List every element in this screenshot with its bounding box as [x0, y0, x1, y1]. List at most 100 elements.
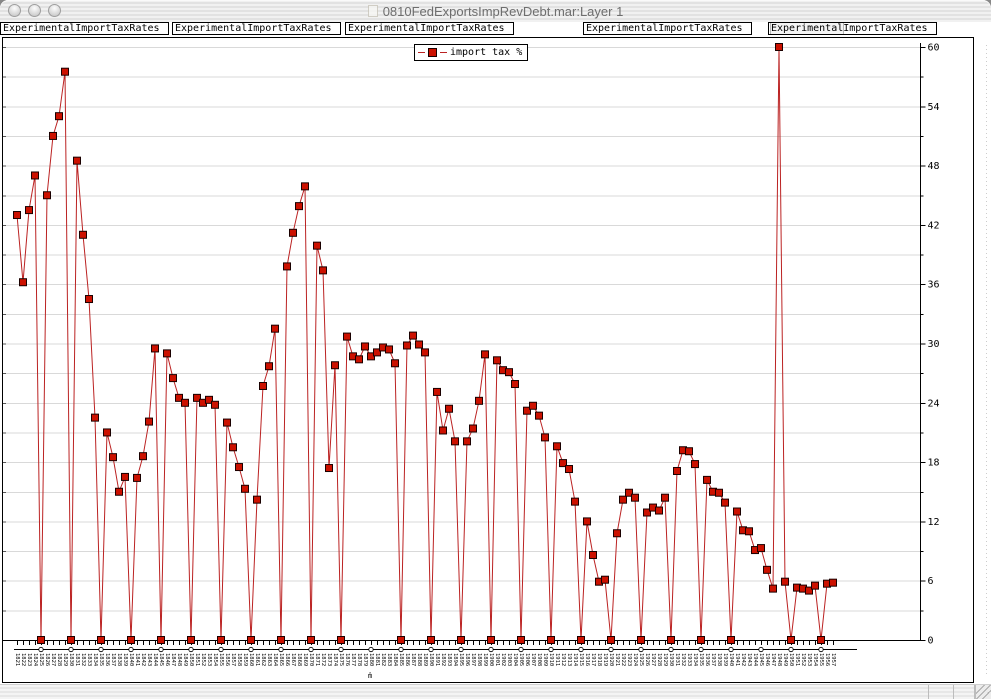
scrollbar-segment[interactable] [953, 685, 975, 699]
svg-text:1827: 1827 [50, 653, 56, 666]
svg-text:1824: 1824 [32, 653, 38, 667]
svg-text:1847: 1847 [170, 653, 176, 666]
chart-legend: import tax % [414, 44, 529, 61]
svg-text:60: 60 [928, 43, 940, 54]
svg-text:1905: 1905 [518, 653, 524, 666]
svg-text:1904: 1904 [512, 653, 518, 667]
svg-text:0: 0 [928, 636, 934, 647]
svg-text:1876: 1876 [344, 653, 350, 666]
svg-text:1874: 1874 [332, 653, 338, 667]
svg-text:1924: 1924 [632, 653, 638, 667]
svg-text:1944: 1944 [752, 653, 758, 667]
legend-line-icon [440, 52, 447, 53]
svg-text:1886: 1886 [404, 653, 410, 666]
svg-text:1888: 1888 [416, 653, 422, 666]
svg-text:1881: 1881 [374, 653, 380, 666]
svg-text:1895: 1895 [458, 653, 464, 666]
svg-text:1857: 1857 [230, 653, 236, 666]
tab-experimental-import-tax-rates-4[interactable]: ExperimentalImportTaxRates [583, 22, 752, 35]
document-icon [367, 5, 378, 17]
tab-bar: ExperimentalImportTaxRates ExperimentalI… [0, 22, 991, 36]
svg-text:1950: 1950 [788, 653, 794, 666]
svg-text:1822: 1822 [20, 653, 26, 666]
legend-label: import tax % [450, 47, 523, 58]
svg-text:12: 12 [928, 517, 940, 528]
zoom-button-icon[interactable] [48, 4, 61, 17]
svg-text:1923: 1923 [626, 653, 632, 666]
svg-text:1864: 1864 [272, 653, 278, 667]
svg-text:1868: 1868 [296, 653, 302, 666]
svg-text:1943: 1943 [746, 653, 752, 666]
svg-text:1845: 1845 [158, 653, 164, 666]
svg-text:1929: 1929 [662, 653, 668, 666]
svg-text:1855: 1855 [218, 653, 224, 666]
svg-text:1848: 1848 [176, 653, 182, 666]
svg-text:1872: 1872 [320, 653, 326, 666]
svg-text:1852: 1852 [200, 653, 206, 666]
svg-text:1952: 1952 [800, 653, 806, 666]
svg-text:1860: 1860 [248, 653, 254, 666]
svg-text:1892: 1892 [440, 653, 446, 666]
svg-text:1893: 1893 [446, 653, 452, 666]
tab-label-rest: ImportTaxRates [843, 23, 928, 34]
legend-line-icon [418, 52, 425, 53]
svg-text:1858: 1858 [236, 653, 242, 666]
svg-text:42: 42 [928, 220, 940, 231]
svg-text:1832: 1832 [80, 653, 86, 666]
svg-text:1894: 1894 [452, 653, 458, 667]
svg-text:1902: 1902 [500, 653, 506, 666]
svg-text:1889: 1889 [422, 653, 428, 666]
tab-experimental-import-tax-rates-5[interactable]: ExperimentalImportTaxRates [768, 22, 937, 35]
tab-experimental-import-tax-rates-2[interactable]: ExperimentalImportTaxRates [172, 22, 341, 35]
horizontal-scrollbar[interactable] [0, 684, 991, 699]
svg-text:1885: 1885 [398, 653, 404, 666]
svg-text:1941: 1941 [734, 653, 740, 666]
svg-text:1834: 1834 [92, 653, 98, 667]
svg-text:1823: 1823 [26, 653, 32, 666]
svg-text:1825: 1825 [38, 653, 44, 666]
svg-text:18: 18 [928, 458, 940, 469]
svg-text:1907: 1907 [530, 653, 536, 666]
svg-text:1916: 1916 [584, 653, 590, 666]
scrollbar-segment[interactable] [928, 685, 954, 699]
svg-text:1833: 1833 [86, 653, 92, 666]
svg-text:1854: 1854 [212, 653, 218, 667]
svg-text:1951: 1951 [794, 653, 800, 666]
minimize-button-icon[interactable] [28, 4, 41, 17]
resize-grip-icon[interactable] [975, 685, 991, 699]
svg-text:1946: 1946 [764, 653, 770, 666]
svg-text:1954: 1954 [812, 653, 818, 667]
svg-text:m̂: m̂ [368, 672, 372, 680]
svg-text:1877: 1877 [350, 653, 356, 666]
svg-text:1840: 1840 [128, 653, 134, 666]
svg-text:1850: 1850 [188, 653, 194, 666]
window-titlebar[interactable]: 0810FedExportsImpRevDebt.mar:Layer 1 [0, 0, 991, 23]
svg-text:1841: 1841 [134, 653, 140, 666]
svg-text:1869: 1869 [302, 653, 308, 666]
svg-text:1838: 1838 [116, 653, 122, 666]
svg-text:1908: 1908 [536, 653, 542, 666]
svg-text:1836: 1836 [104, 653, 110, 666]
svg-text:1839: 1839 [122, 653, 128, 666]
svg-text:1935: 1935 [698, 653, 704, 666]
svg-text:1853: 1853 [206, 653, 212, 666]
svg-text:1912: 1912 [560, 653, 566, 666]
close-button-icon[interactable] [8, 4, 21, 17]
svg-text:1843: 1843 [146, 653, 152, 666]
svg-text:1931: 1931 [674, 653, 680, 666]
svg-text:1913: 1913 [566, 653, 572, 666]
svg-text:1829: 1829 [62, 653, 68, 666]
svg-text:1953: 1953 [806, 653, 812, 666]
svg-text:1927: 1927 [650, 653, 656, 666]
svg-text:1903: 1903 [506, 653, 512, 666]
svg-text:1890: 1890 [428, 653, 434, 666]
tab-experimental-import-tax-rates-1[interactable]: ExperimentalImportTaxRates [0, 22, 169, 35]
svg-text:1915: 1915 [578, 653, 584, 666]
traffic-lights [8, 4, 61, 17]
svg-text:1882: 1882 [380, 653, 386, 666]
svg-text:1932: 1932 [680, 653, 686, 666]
svg-text:1844: 1844 [152, 653, 158, 667]
svg-text:1955: 1955 [818, 653, 824, 666]
tab-experimental-import-tax-rates-3[interactable]: ExperimentalImportTaxRates [345, 22, 514, 35]
svg-text:1934: 1934 [692, 653, 698, 667]
